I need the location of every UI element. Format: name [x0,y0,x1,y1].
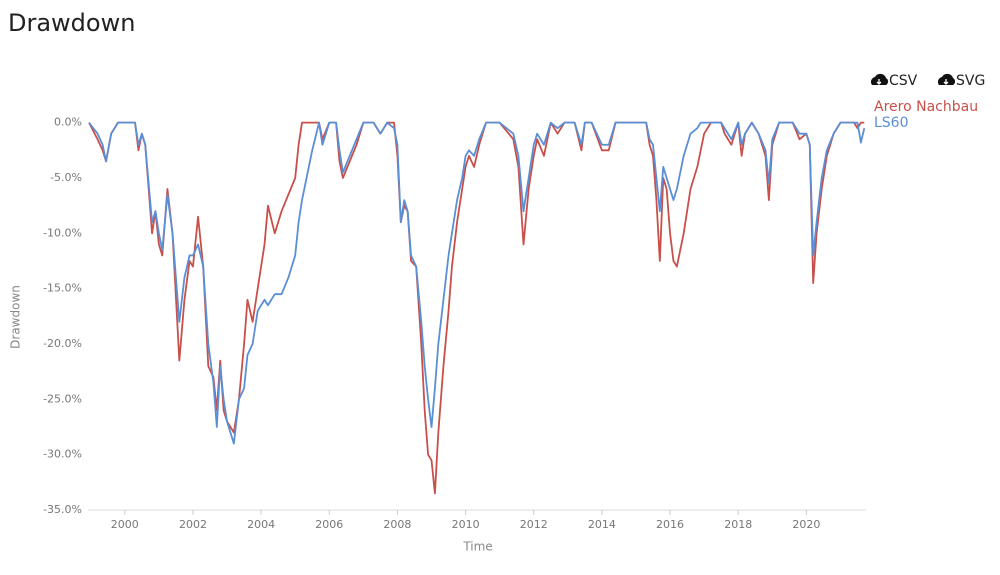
y-tick-label: -35.0% [43,503,82,516]
y-tick-label: -15.0% [43,282,82,295]
x-tick-label: 2008 [383,518,411,531]
y-tick-label: -20.0% [43,337,82,350]
x-tick-label: 2018 [724,518,752,531]
x-tick-label: 2004 [247,518,275,531]
y-axis-title: Drawdown [9,285,23,349]
x-tick-label: 2016 [656,518,684,531]
x-tick-label: 2020 [792,518,820,531]
y-tick-label: -25.0% [43,392,82,405]
x-tick-label: 2002 [179,518,207,531]
button-label: SVG [956,73,985,89]
x-tick-label: 2000 [111,518,139,531]
legend-entry: LS60 [874,115,909,131]
y-tick-label: 0.0% [54,116,82,129]
x-tick-label: 2012 [520,518,548,531]
y-tick-label: -10.0% [43,226,82,239]
x-tick-label: 2014 [588,518,616,531]
y-tick-label: -30.0% [43,448,82,461]
x-tick-label: 2010 [452,518,480,531]
x-tick-label: 2006 [315,518,343,531]
chart-title: Drawdown [8,9,135,37]
download-arrow [943,79,949,85]
download-arrow [876,79,882,85]
y-tick-label: -5.0% [50,171,82,184]
x-axis-title: Time [462,540,492,554]
button-label: CSV [889,73,918,89]
csv-button[interactable]: CSV [870,73,918,89]
svg-button[interactable]: SVG [937,73,985,89]
legend-entry: Arero Nachbau [874,99,978,115]
series-line [88,121,866,445]
